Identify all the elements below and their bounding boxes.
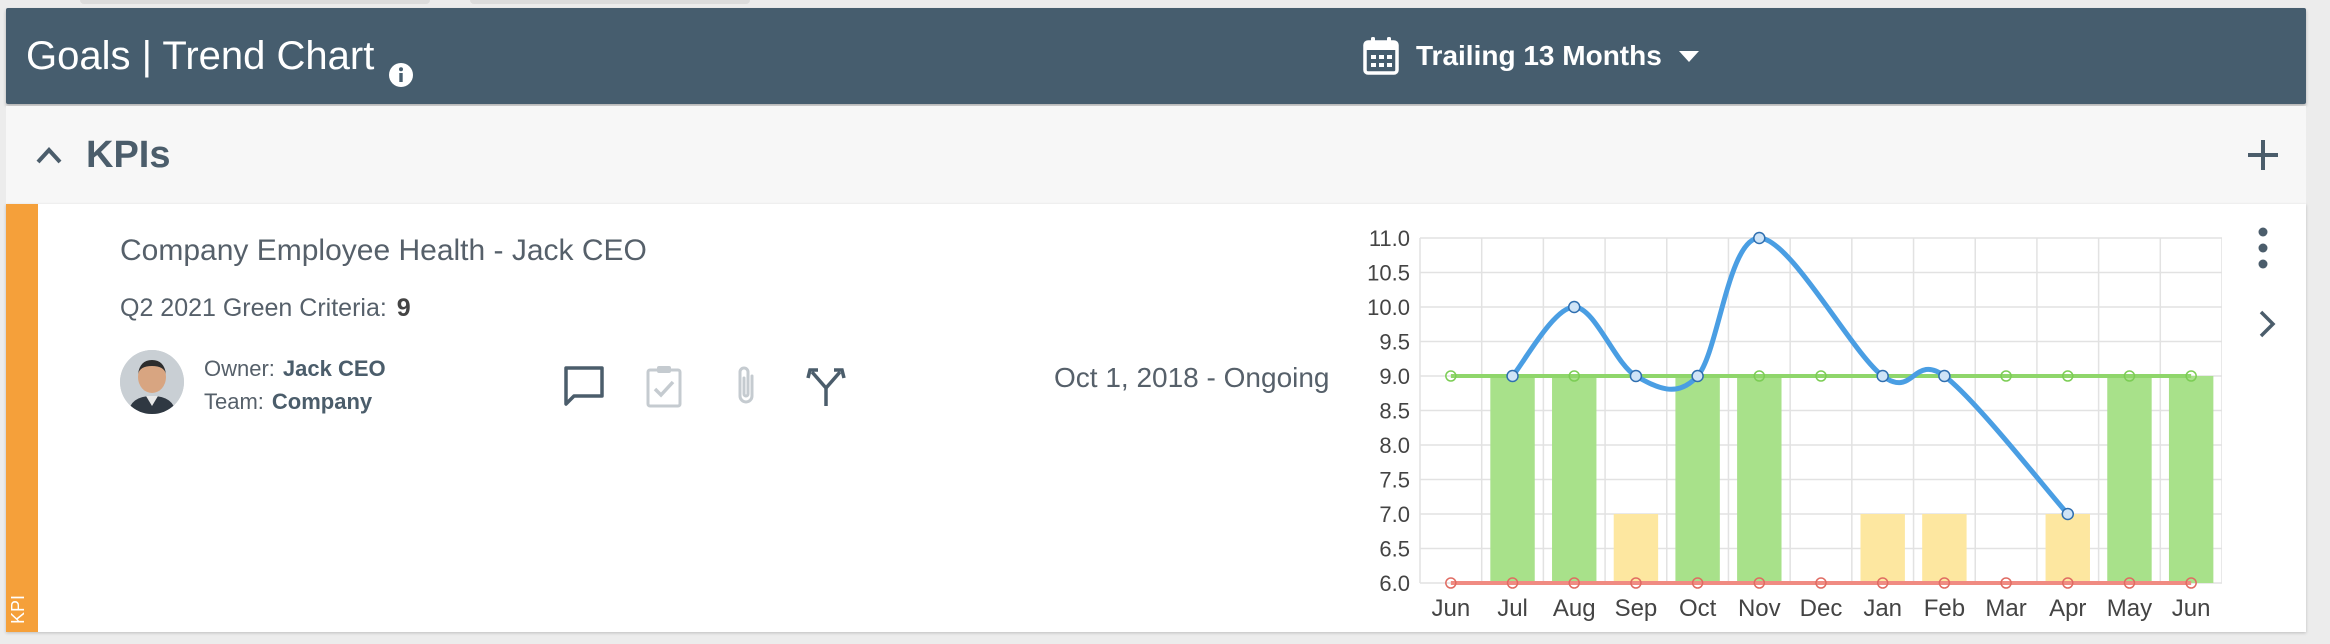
actual-point[interactable]: [1938, 369, 1951, 383]
chart-bar[interactable]: [1613, 514, 1659, 583]
checklist-icon[interactable]: [640, 362, 688, 410]
actual-point[interactable]: [1876, 369, 1889, 383]
goal-point: [1753, 370, 1766, 382]
y-tick-label: 10.0: [1367, 295, 1410, 320]
y-tick-label: 7.0: [1379, 502, 1410, 527]
red-point: [1753, 577, 1766, 589]
chart-bar[interactable]: [2045, 514, 2090, 583]
owner-label: Owner:: [204, 356, 275, 381]
kebab-icon[interactable]: [2256, 226, 2270, 270]
actual-point[interactable]: [1753, 231, 1766, 245]
x-tick-label: Jul: [1497, 595, 1528, 622]
section-title: KPIs: [86, 134, 171, 176]
actual-point[interactable]: [1691, 369, 1704, 383]
kpi-type-strip: KPI: [6, 204, 38, 632]
goal-point: [1568, 370, 1580, 382]
merge-icon[interactable]: [802, 362, 850, 410]
red-point: [1876, 577, 1889, 589]
goal-point: [1815, 370, 1827, 382]
green-criteria-label: Q2 2021 Green Criteria:: [120, 294, 387, 322]
chevron-up-icon[interactable]: [34, 144, 64, 166]
goal-point: [2123, 370, 2136, 382]
goal-point: [2000, 370, 2012, 382]
avatar-image: [120, 350, 184, 414]
team-name: Company: [271, 389, 373, 414]
x-tick-label: May: [2107, 595, 2152, 622]
page-title: Goals | Trend Chart: [26, 34, 375, 78]
red-point: [2062, 577, 2074, 589]
chart-bar[interactable]: [2168, 376, 2214, 583]
red-point: [1938, 577, 1951, 589]
y-tick-label: 6.0: [1379, 571, 1410, 596]
caret-down-icon: [1678, 51, 1699, 62]
chart-bar[interactable]: [1860, 514, 1905, 583]
date-range-dropdown[interactable]: Trailing 13 Months: [1362, 32, 1700, 80]
kpi-section-header: KPIs: [6, 106, 2306, 204]
x-tick-label: Sep: [1615, 595, 1658, 622]
actual-point[interactable]: [1506, 369, 1519, 383]
trend-chart[interactable]: 6.0 6.5 7.0 7.5 8.0 8.5 9.0 9.5 10.0 10.5 11.0 Jun J…: [1332, 216, 2222, 626]
y-tick-label: 10.5: [1367, 261, 1410, 286]
kpi-card[interactable]: KPI Company Employee Health - Jack CEO Q…: [6, 204, 2306, 632]
red-point: [1815, 577, 1827, 589]
x-tick-label: Aug: [1553, 595, 1596, 622]
owner-team-info: Owner: Jack CEO Team: Company: [204, 352, 386, 418]
goal-point: [1445, 370, 1457, 382]
chart-bar[interactable]: [1675, 376, 1720, 583]
green-criteria: Q2 2021 Green Criteria: 9: [120, 294, 411, 323]
kpi-type-label: KPI: [8, 594, 28, 624]
green-criteria-value: 9: [396, 294, 411, 322]
x-tick-label: Feb: [1924, 595, 1965, 622]
chart-bar[interactable]: [1490, 376, 1535, 583]
tab-stub-2: [470, 0, 750, 4]
y-tick-label: 8.5: [1379, 399, 1410, 424]
chart-bar[interactable]: [1737, 376, 1782, 583]
goal-point: [2062, 370, 2074, 382]
team-label: Team:: [204, 389, 264, 414]
date-range-label: Trailing 13 Months: [1416, 40, 1662, 71]
y-tick-label: 6.5: [1379, 537, 1410, 562]
kpi-date-range: Oct 1, 2018 - Ongoing: [1054, 362, 1330, 393]
comment-icon[interactable]: [560, 362, 608, 410]
red-point: [1445, 577, 1457, 589]
calendar-icon: [1363, 37, 1399, 75]
y-tick-label: 11.0: [1369, 226, 1410, 251]
kpi-title[interactable]: Company Employee Health - Jack CEO: [120, 234, 647, 267]
red-point: [1630, 577, 1642, 589]
red-point: [1506, 577, 1519, 589]
paperclip-icon[interactable]: [722, 362, 770, 410]
x-tick-label: Jun: [2172, 595, 2211, 622]
y-tick-label: 8.0: [1379, 433, 1410, 458]
x-tick-label: Jan: [1863, 595, 1902, 622]
x-tick-label: Oct: [1679, 595, 1717, 622]
actual-point[interactable]: [2061, 507, 2075, 521]
x-tick-label: Nov: [1738, 595, 1781, 622]
chart-bar[interactable]: [1922, 514, 1967, 583]
y-tick-label: 9.5: [1379, 330, 1410, 355]
x-tick-label: Mar: [1985, 595, 2026, 622]
chart-bar[interactable]: [2107, 376, 2152, 583]
y-tick-label: 9.0: [1379, 364, 1410, 389]
owner-name: Jack CEO: [282, 356, 386, 381]
red-point: [2123, 577, 2136, 589]
x-tick-label: Dec: [1800, 595, 1843, 622]
x-tick-label: Apr: [2049, 595, 2086, 622]
actual-point[interactable]: [1629, 369, 1643, 383]
chart-bar[interactable]: [1552, 376, 1597, 583]
info-icon[interactable]: [386, 60, 416, 90]
avatar: [120, 350, 184, 414]
x-tick-label: Jun: [1431, 595, 1470, 622]
red-point: [2185, 577, 2197, 589]
y-tick-label: 7.5: [1379, 468, 1410, 493]
plus-icon[interactable]: [2246, 138, 2280, 172]
red-point: [1691, 577, 1704, 589]
tab-stub-1: [80, 0, 430, 4]
red-point: [2000, 577, 2012, 589]
red-point: [1568, 577, 1580, 589]
page-header: Goals | Trend Chart Trailing 13 Months: [6, 8, 2306, 104]
actual-point[interactable]: [1567, 300, 1581, 314]
goal-point: [2185, 370, 2197, 382]
chevron-right-icon[interactable]: [2256, 308, 2278, 340]
